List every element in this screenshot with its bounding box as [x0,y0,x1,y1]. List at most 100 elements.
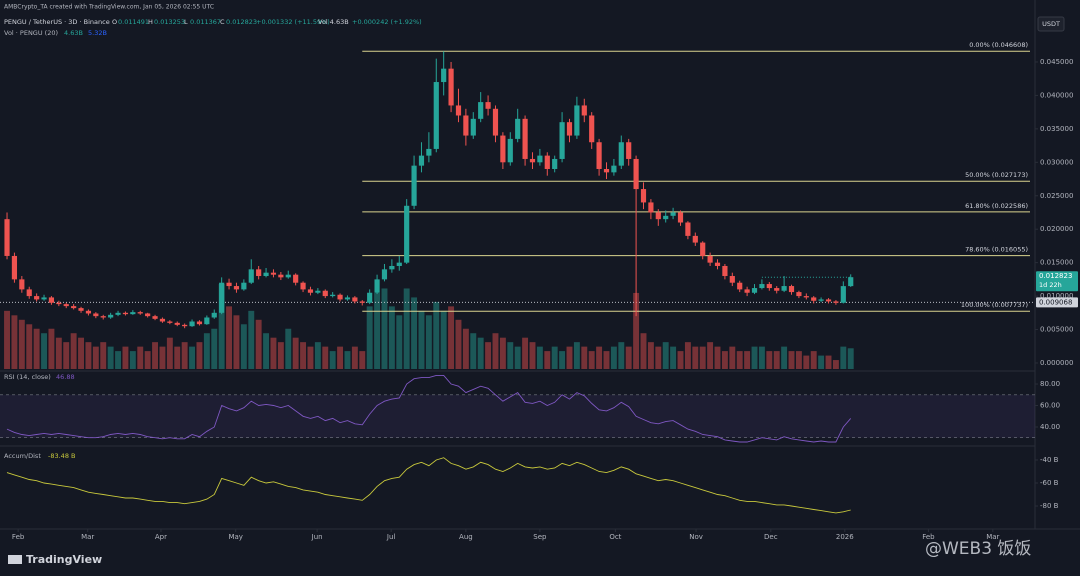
y-tick-label: 0.005000 [1040,326,1073,334]
volume-bar [85,342,92,369]
volume-bar [514,346,521,369]
volume-bar [744,351,751,369]
volume-bar [11,315,18,369]
candle-body [159,318,166,322]
candle-body [500,135,506,163]
volume-bar [359,351,366,369]
x-tick-label: Feb [922,533,935,541]
candle-body [426,148,432,156]
volume-bar [692,346,699,369]
vol-text: Vol 4.63B [318,18,349,26]
candle-body [774,288,780,291]
candle-body [337,294,343,300]
candle-body [322,290,328,297]
x-tick-label: Feb [12,533,25,541]
x-tick-label: Mar [986,533,999,541]
fib-label: 78.60% (0.016055) [965,246,1028,254]
volume-bar [788,351,795,369]
volume-bar [596,346,603,369]
candle-body [618,142,624,166]
x-tick-label: Sep [533,533,547,541]
candle-body [226,282,232,287]
volume-bar [751,346,758,369]
candle-body [352,297,358,302]
volume-bar [462,328,469,369]
candle-body [270,272,277,275]
candle-body [211,312,217,318]
candle-body [640,189,647,203]
x-tick-label: Aug [459,533,473,541]
volume-bar [448,306,455,369]
volume-bar [344,351,351,369]
volume-bar [366,306,373,369]
candle-body [167,321,173,323]
volume-bar [847,348,854,369]
volume-bar [707,342,714,369]
candle-body [204,317,210,325]
candle-body [677,212,684,223]
candle-body [389,265,395,270]
candle-body [722,265,728,277]
volume-bar [758,346,765,369]
volume-bar [522,337,529,369]
volume-bar [647,342,654,369]
candle-body [189,321,195,327]
rsi-line [6,374,852,443]
ad-title: Accum/Dist [4,452,41,460]
candle-body [478,102,484,119]
brand-logo: TradingView [8,553,102,566]
ohlc-value: 0.011491 [118,18,149,26]
volume-bar [159,346,166,369]
volume-bar [795,351,802,369]
volume-bar [92,346,99,369]
ad-last: -83.48 B [48,452,75,460]
volume-bar [300,342,307,369]
volume-bar [499,337,506,369]
volume-bar [536,346,543,369]
candle-body [433,82,439,149]
currency-box[interactable] [1037,16,1065,32]
volume-bar [396,315,403,369]
candle-body [581,105,587,116]
volume-bar [492,333,499,369]
candle-body [788,286,795,293]
y-tick-label: 0.045000 [1040,58,1073,66]
price-line-label: 0.009068 [1039,298,1072,306]
candle-body [744,289,750,293]
volume-bar [477,337,484,369]
ad-tick-label: -40 B [1040,456,1059,464]
volume-bar [78,337,84,369]
volume-bar [26,324,33,369]
candle-body [241,282,247,290]
ohlc-letter: H [148,18,153,26]
candle-body [833,301,839,303]
last-price-label: 0.012823 [1039,272,1072,280]
candle-body [589,115,595,143]
currency[interactable]: USDT [1042,20,1060,28]
volume-bar [18,319,25,369]
candle-body [26,289,32,297]
volume-bar [507,342,514,369]
candle-body [418,155,425,166]
candle-body [522,118,528,159]
volume-bar [670,346,677,369]
candle-body [152,316,158,319]
fib-label: 61.80% (0.022586) [965,202,1028,210]
candle-body [648,202,654,213]
candle-body [685,222,691,236]
volume-bar [233,315,240,369]
volume-bar [455,319,462,369]
volume-bar [144,351,151,369]
volume-value: 4.63B [64,29,83,37]
volume-bar [55,337,62,369]
volume-bar [211,328,218,369]
volume-bar [137,346,144,369]
volume-bar [107,346,114,369]
candle-body [766,284,772,289]
volume-bar [115,351,122,369]
candle-body [137,312,143,314]
fib-label: 0.00% (0.046608) [969,41,1028,49]
candle-body [441,68,447,83]
candle-body [71,306,77,309]
volume-bar [625,346,632,369]
